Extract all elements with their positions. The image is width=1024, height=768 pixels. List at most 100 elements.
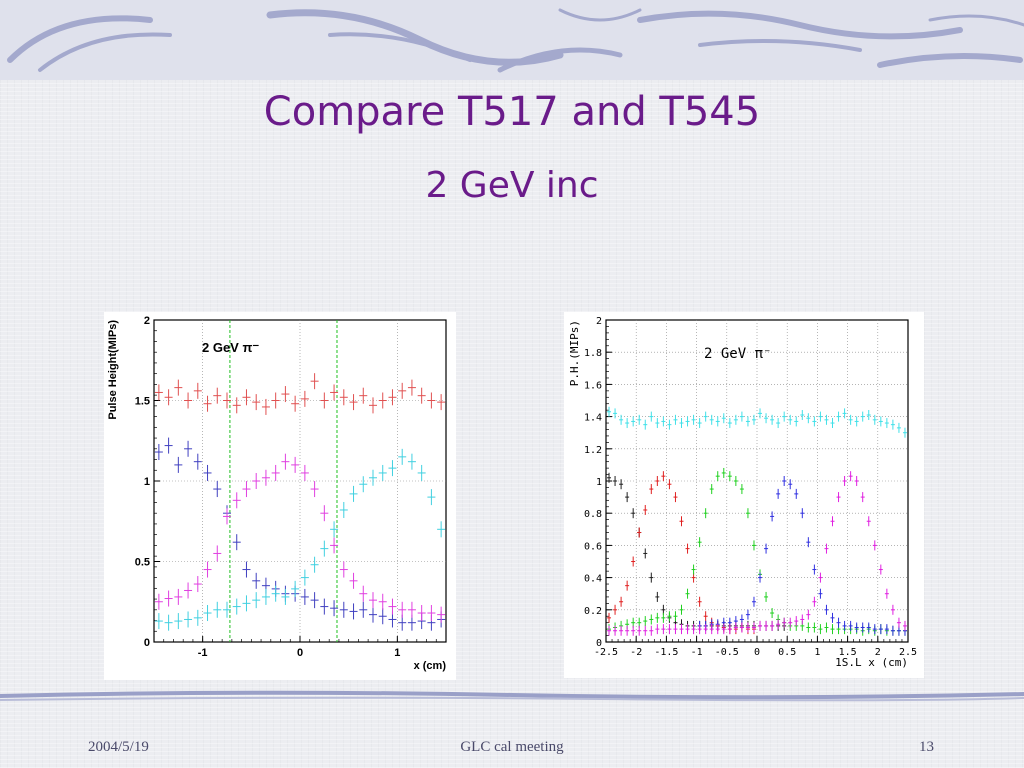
data-point [782, 411, 787, 422]
data-point [739, 622, 744, 633]
data-point [164, 590, 173, 607]
data-point [691, 624, 696, 635]
data-point [613, 476, 618, 486]
data-point [154, 593, 163, 610]
data-point [213, 481, 222, 498]
data-point [330, 537, 339, 554]
data-point [703, 611, 708, 622]
data-point [164, 614, 173, 631]
data-point [252, 394, 261, 411]
data-point [800, 614, 805, 625]
series-2 [154, 453, 446, 623]
data-point [836, 411, 841, 422]
data-point [330, 521, 339, 538]
data-point [691, 564, 696, 575]
data-point [649, 625, 654, 636]
data-point [359, 585, 368, 602]
data-point [281, 588, 290, 605]
data-point [291, 395, 300, 412]
data-point [667, 624, 672, 635]
data-point [758, 572, 763, 583]
data-point [896, 422, 901, 433]
data-point [193, 453, 202, 470]
data-point [776, 619, 781, 630]
data-point [776, 418, 781, 429]
data-point [625, 418, 630, 429]
data-point [378, 464, 387, 481]
data-point [631, 416, 636, 427]
data-point [848, 620, 853, 631]
data-point [661, 416, 666, 427]
data-point [242, 389, 251, 406]
data-point [261, 588, 270, 605]
data-point [619, 596, 624, 607]
data-point [733, 476, 738, 486]
data-point [758, 620, 763, 631]
data-point [310, 481, 319, 498]
data-point [758, 408, 763, 419]
data-point [818, 572, 823, 583]
data-point [625, 492, 630, 503]
data-point [417, 605, 426, 622]
data-point [281, 453, 290, 470]
data-point [896, 617, 901, 628]
data-point [824, 414, 829, 425]
data-point [679, 516, 684, 527]
data-point [890, 604, 895, 615]
data-point [836, 492, 841, 503]
data-point [902, 620, 907, 631]
data-point [872, 540, 877, 551]
data-point [252, 473, 261, 489]
data-point [193, 576, 202, 593]
data-point [339, 389, 348, 406]
data-point [427, 605, 436, 622]
data-point [788, 617, 793, 628]
data-point [300, 390, 309, 407]
data-point [174, 456, 183, 473]
y-tick-label: 2 [596, 316, 602, 327]
data-point [291, 456, 300, 473]
data-point [739, 484, 744, 495]
data-point [727, 624, 732, 635]
data-point [320, 598, 329, 615]
x-tick-label: -1 [691, 647, 703, 658]
data-point [830, 612, 835, 623]
data-point [417, 464, 426, 481]
y-tick-label: 1.8 [584, 348, 602, 359]
data-point [800, 508, 805, 519]
data-point [631, 508, 636, 519]
data-point [884, 624, 889, 635]
data-point [300, 569, 309, 586]
data-point [655, 418, 660, 429]
data-point [890, 419, 895, 430]
data-point [427, 392, 436, 409]
data-point [848, 414, 853, 425]
data-point [359, 476, 368, 493]
y-tick-label: 1 [144, 476, 150, 488]
y-tick-label: 0.8 [584, 509, 602, 520]
data-point [854, 416, 859, 427]
data-point [398, 382, 407, 399]
data-point [764, 620, 769, 631]
data-point [667, 479, 672, 490]
data-point [770, 414, 775, 425]
data-point [637, 414, 642, 425]
data-point [764, 591, 769, 602]
y-tick-label: 1 [596, 477, 602, 488]
data-point [770, 620, 775, 631]
data-point [655, 591, 660, 602]
y-tick-label: 0.2 [584, 606, 602, 617]
data-point [824, 622, 829, 633]
data-point [812, 416, 817, 427]
series-1 [154, 437, 446, 631]
data-point [649, 614, 654, 625]
data-point [655, 476, 660, 486]
y-tick-label: 0.4 [584, 574, 602, 585]
data-point [378, 392, 387, 409]
data-point [631, 556, 636, 567]
data-point [437, 394, 446, 411]
data-point [300, 464, 309, 481]
x-tick-label: 0.5 [778, 647, 796, 658]
data-point [709, 484, 714, 495]
data-point [607, 612, 612, 623]
